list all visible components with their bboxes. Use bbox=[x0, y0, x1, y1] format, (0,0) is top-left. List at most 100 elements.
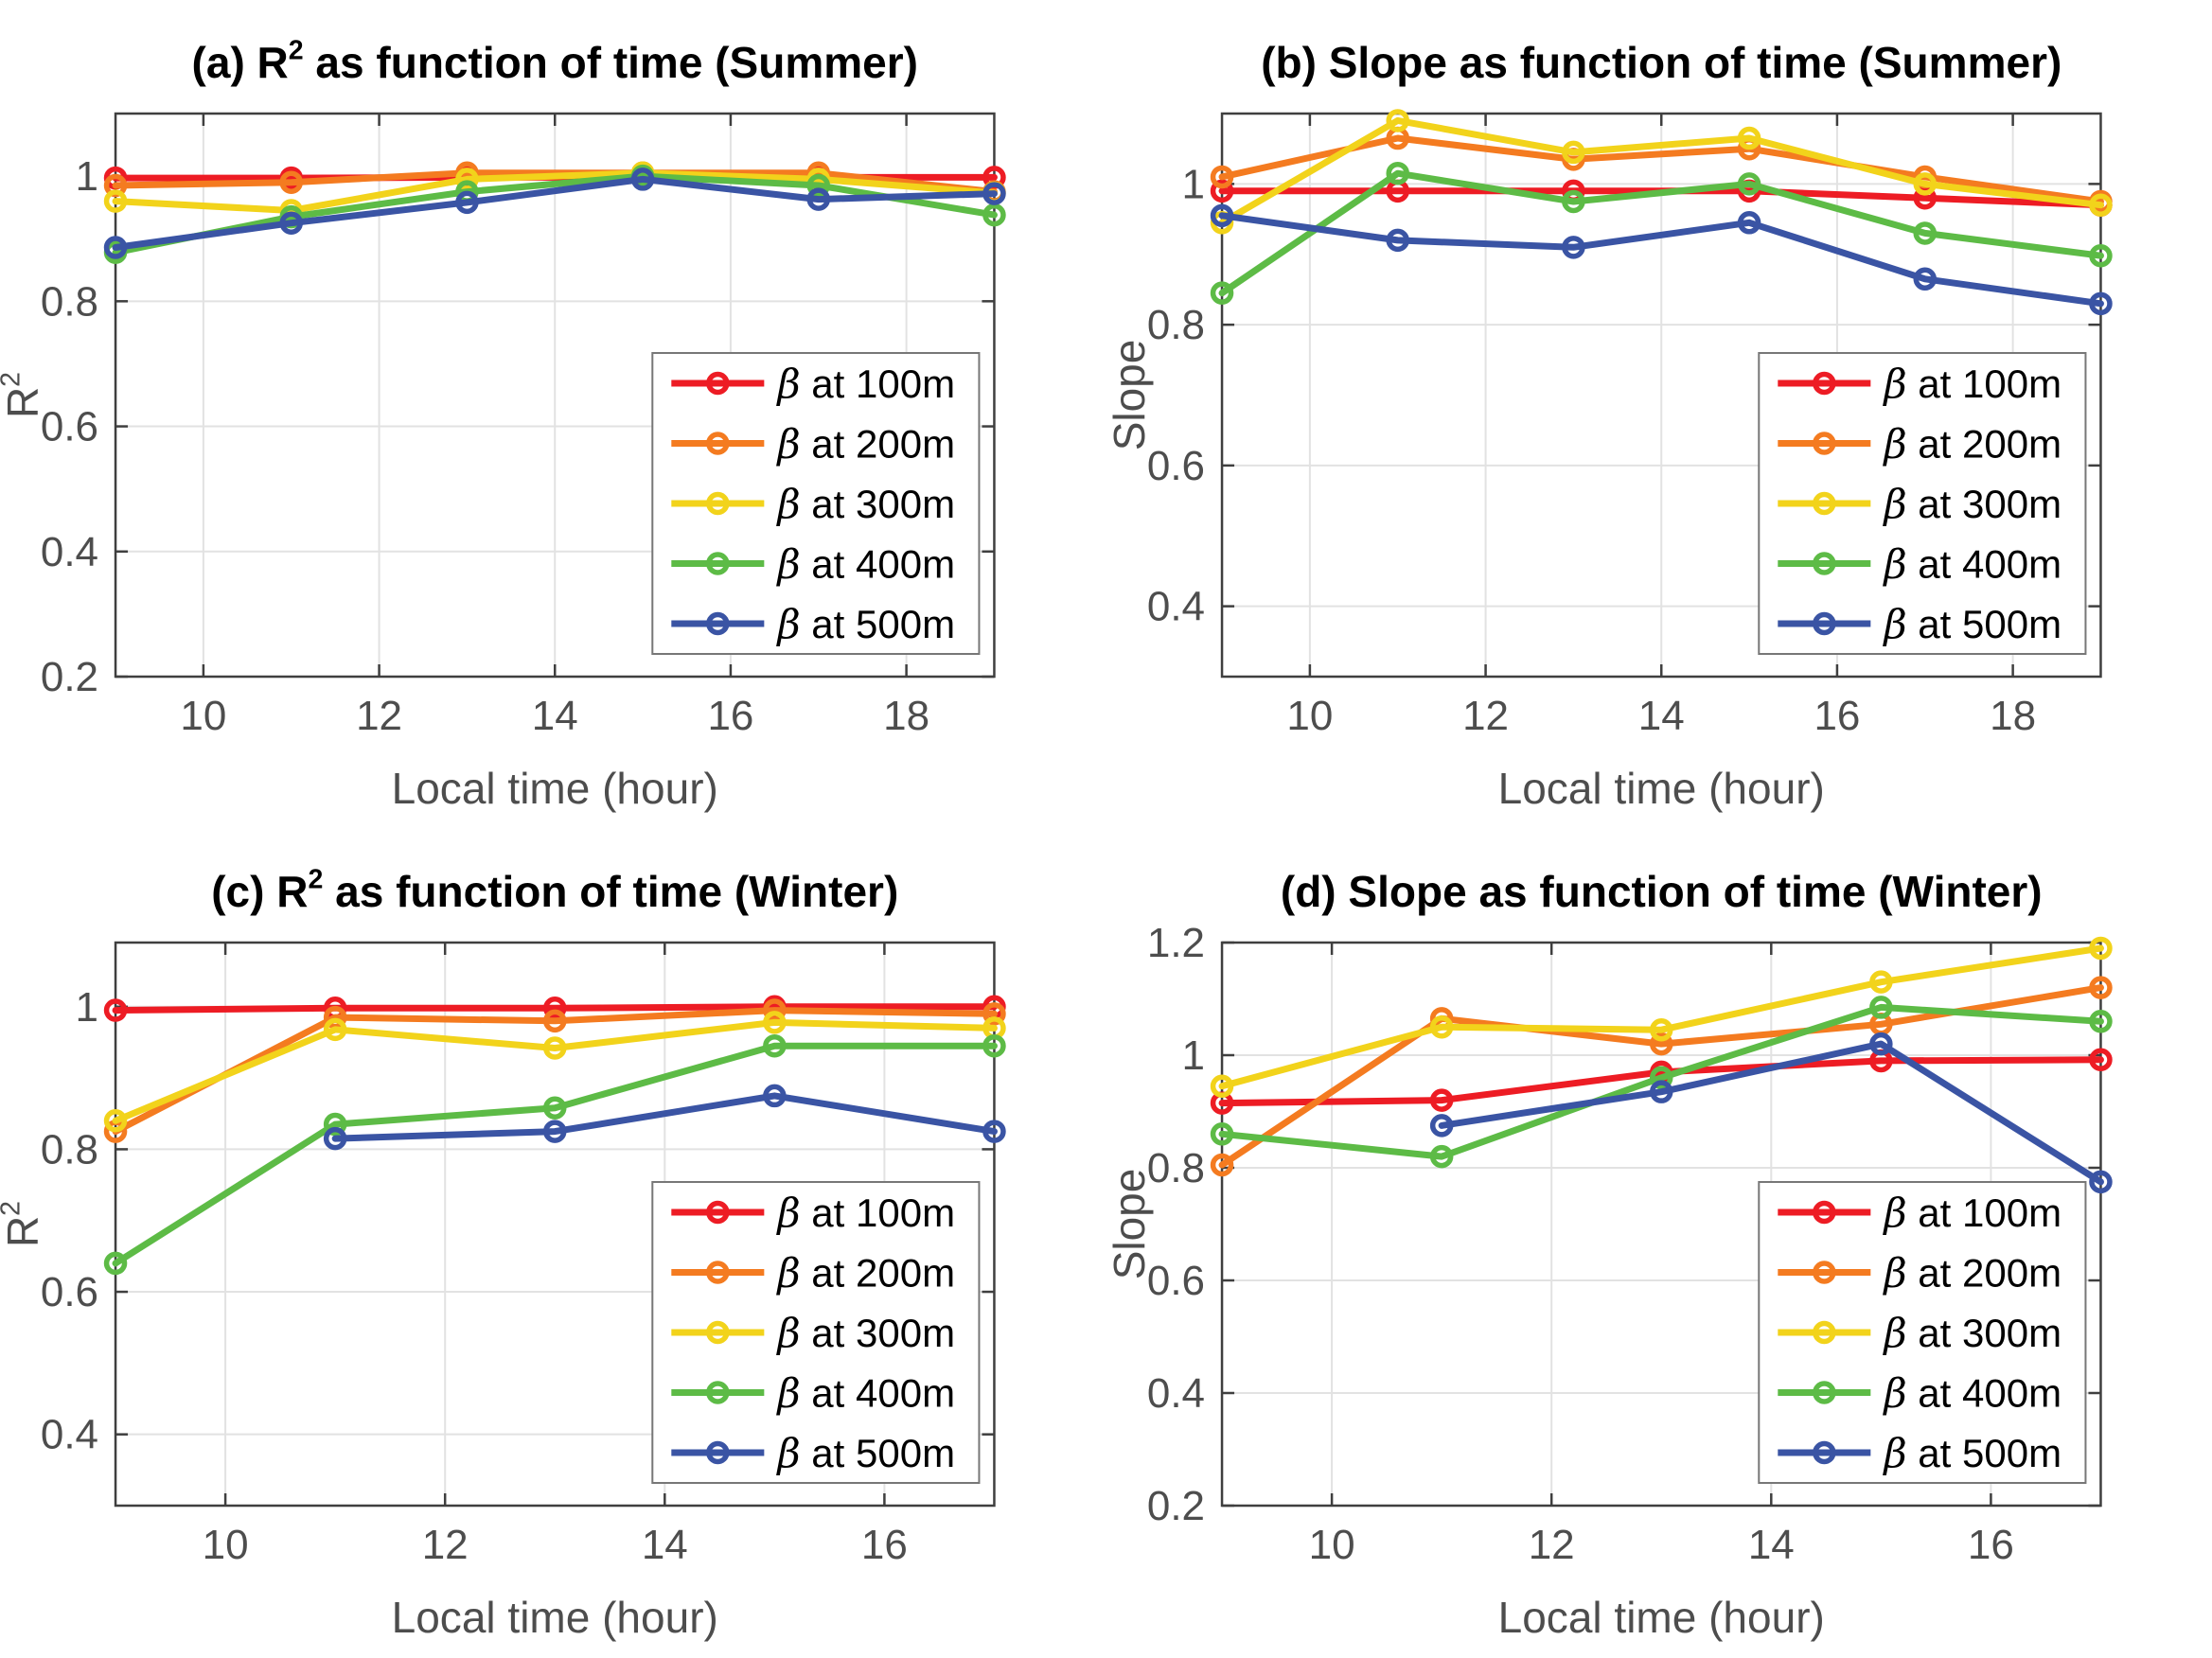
panel-d-ticks bbox=[1221, 941, 2100, 1508]
panel-d-title: (d) Slope as function of time (Winter) bbox=[1280, 867, 2042, 916]
data-point-marker bbox=[2088, 193, 2113, 217]
y-tick-label: 1 bbox=[76, 984, 98, 1031]
panel-a-ticks bbox=[115, 114, 995, 679]
legend-label: β at 400m bbox=[1882, 541, 2062, 588]
data-point-marker bbox=[982, 1033, 1006, 1058]
series-beta-at-400m-markers bbox=[1210, 161, 2113, 305]
panel-c-plot-box bbox=[114, 941, 996, 1508]
series-beta-at-500m-markers bbox=[1210, 203, 2113, 316]
y-tick-label: 0.8 bbox=[41, 278, 98, 325]
data-point-marker bbox=[279, 170, 303, 194]
x-tick-label: 14 bbox=[1747, 1522, 1794, 1568]
x-tick-label: 16 bbox=[861, 1522, 908, 1568]
legend-marker bbox=[706, 552, 730, 575]
data-point-marker bbox=[1429, 1088, 1453, 1112]
panel-d-chart: 10 12 14 16 0.2 0.4 0.6 0.8 1 1.2 (d) Slope as fun… bbox=[1106, 829, 2212, 1658]
legend-item-beta-at-200m: β at 200m bbox=[671, 421, 955, 467]
panel-c-title: (c) R2 as function of time (Winter) bbox=[211, 865, 898, 916]
data-point-marker bbox=[1913, 267, 1937, 291]
series-beta-at-300m-markers bbox=[1210, 109, 2113, 235]
data-point-marker bbox=[542, 1009, 567, 1033]
data-point-marker bbox=[2088, 291, 2113, 316]
data-point-marker bbox=[1649, 1032, 1673, 1056]
data-point-marker bbox=[982, 203, 1006, 227]
legend-label: β at 300m bbox=[775, 481, 955, 527]
y-tick-label: 0.6 bbox=[1146, 443, 1204, 489]
data-point-marker bbox=[542, 1120, 567, 1143]
legend-item-beta-at-300m: β at 300m bbox=[671, 481, 955, 527]
data-point-marker bbox=[1429, 1144, 1453, 1169]
legend-marker bbox=[706, 1320, 730, 1345]
panel-b-ylabel: Slope bbox=[1106, 340, 1154, 451]
legend-label: β at 200m bbox=[775, 1250, 955, 1296]
legend-label: β at 100m bbox=[775, 361, 955, 407]
x-tick-label: 14 bbox=[532, 693, 578, 739]
legend-marker bbox=[1812, 1381, 1836, 1404]
data-point-marker bbox=[103, 236, 128, 259]
x-tick-label: 12 bbox=[356, 693, 402, 739]
data-point-marker bbox=[1649, 1080, 1673, 1103]
data-point-marker bbox=[1561, 236, 1585, 259]
legend-item-beta-at-200m: β at 200m bbox=[671, 1250, 955, 1296]
legend-item-beta-at-500m: β at 500m bbox=[671, 1430, 955, 1476]
data-point-marker bbox=[806, 173, 831, 198]
data-point-marker bbox=[103, 998, 128, 1022]
legend-marker bbox=[706, 611, 730, 636]
panel-c-xlabel: Local time (hour) bbox=[392, 1593, 718, 1642]
x-tick-label: 12 bbox=[1528, 1522, 1574, 1568]
data-point-marker bbox=[1210, 1153, 1233, 1177]
series-beta-at-500m-line bbox=[112, 175, 998, 251]
data-point-marker bbox=[806, 187, 831, 211]
legend-marker bbox=[706, 432, 730, 455]
legend-marker bbox=[1812, 611, 1836, 636]
series-beta-at-100m-line bbox=[1218, 1056, 2104, 1107]
panel-c-ylabel: R2 bbox=[0, 1201, 47, 1247]
legend-label: β at 100m bbox=[1882, 1190, 2062, 1236]
panel-c-legend: β at 100m β at 200m β at 300m β at 400m β at… bbox=[651, 1181, 981, 1484]
legend-item-beta-at-500m: β at 500m bbox=[1777, 601, 2062, 647]
y-tick-label: 0.6 bbox=[1146, 1258, 1204, 1304]
data-point-marker bbox=[1561, 189, 1585, 214]
series-beta-at-300m-markers bbox=[103, 1011, 1006, 1133]
y-tick-label: 0.4 bbox=[41, 529, 98, 575]
series-beta-at-400m-line bbox=[1218, 169, 2104, 297]
data-point-marker bbox=[1868, 970, 1893, 994]
data-point-marker bbox=[455, 168, 479, 191]
y-tick-label: 0.4 bbox=[41, 1412, 98, 1458]
series-beta-at-300m-line bbox=[112, 1018, 998, 1124]
series-beta-at-400m-markers bbox=[103, 1033, 1006, 1276]
panel-c-chart: 10 12 14 16 0.4 0.6 0.8 1 (c) R2 as function of … bbox=[0, 829, 1106, 1658]
y-tick-label: 1.2 bbox=[1146, 920, 1204, 966]
series-beta-at-100m-line bbox=[112, 1003, 998, 1014]
x-tick-label: 12 bbox=[1462, 693, 1509, 739]
series-beta-at-100m-markers bbox=[103, 995, 1006, 1022]
data-point-marker bbox=[2088, 1010, 2113, 1033]
panel-b-ticks bbox=[1221, 114, 2100, 677]
x-tick-label: 16 bbox=[1967, 1522, 2013, 1568]
data-point-marker bbox=[103, 189, 128, 213]
legend-label: β at 100m bbox=[1882, 361, 2062, 407]
legend-marker bbox=[706, 371, 730, 396]
data-point-marker bbox=[1868, 996, 1893, 1019]
panel-b-legend: β at 100m β at 200m β at 300m β at 400m β at… bbox=[1757, 352, 2086, 655]
data-point-marker bbox=[2088, 243, 2113, 268]
series-beta-at-300m-line bbox=[1218, 116, 2104, 226]
legend-item-beta-at-100m: β at 100m bbox=[1777, 361, 2062, 407]
legend-marker bbox=[1812, 491, 1836, 516]
series-beta-at-400m-line bbox=[112, 172, 998, 256]
panel-a-xlabel: Local time (hour) bbox=[392, 764, 718, 813]
legend-label: β at 300m bbox=[1882, 1310, 2062, 1356]
panel-a-legend: β at 100m β at 200m β at 300m β at 400m β at… bbox=[651, 352, 981, 655]
data-point-marker bbox=[1913, 172, 1937, 196]
legend-item-beta-at-200m: β at 200m bbox=[1777, 1250, 2062, 1296]
panel-d-plot-box bbox=[1220, 941, 2102, 1508]
series-beta-at-400m-line bbox=[1218, 1003, 2104, 1160]
x-tick-label: 10 bbox=[203, 1522, 249, 1568]
series-beta-at-500m-line bbox=[331, 1092, 998, 1142]
data-point-marker bbox=[542, 997, 567, 1020]
data-point-marker bbox=[279, 211, 303, 235]
data-point-marker bbox=[2088, 1170, 2113, 1194]
legend-item-beta-at-400m: β at 400m bbox=[671, 1370, 955, 1416]
y-tick-label: 0.8 bbox=[1146, 302, 1204, 348]
